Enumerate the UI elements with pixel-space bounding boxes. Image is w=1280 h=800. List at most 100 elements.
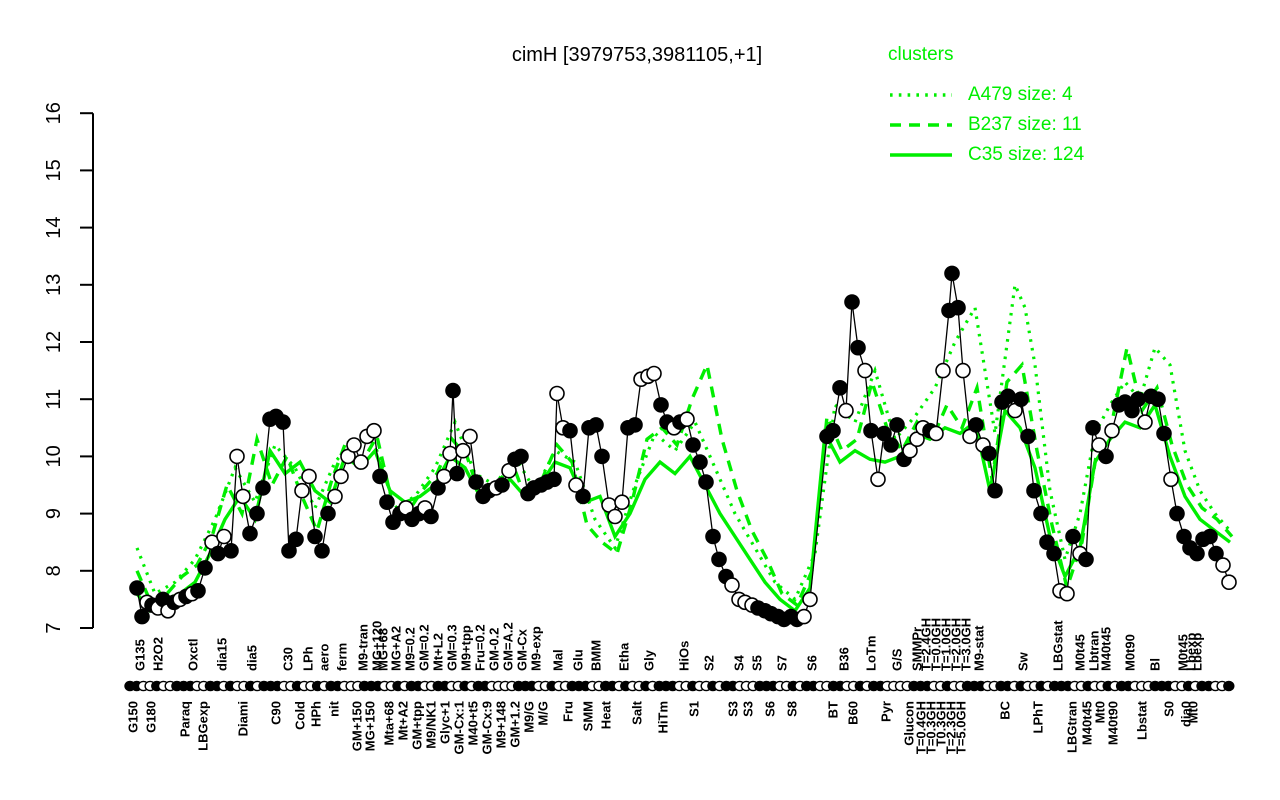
- x-tick-label: Glyc+1: [438, 701, 453, 744]
- x-tick-label: dia5: [245, 645, 260, 671]
- data-point-filled: [1130, 391, 1146, 408]
- x-tick-label: S4: [732, 654, 747, 671]
- x-tick-label: LBGexp: [196, 701, 211, 751]
- x-tick-label: M9-tran: [356, 624, 371, 671]
- x-tick-label: M9-exp: [529, 626, 544, 671]
- data-point-filled: [950, 299, 966, 316]
- x-tick-label: BMM: [589, 640, 604, 671]
- data-point-filled: [594, 448, 610, 465]
- y-tick-label: 7: [43, 622, 65, 633]
- x-tick-label: Lbtran: [1087, 631, 1102, 672]
- data-point-filled: [1013, 391, 1029, 408]
- data-point-open: [607, 508, 623, 525]
- legend-title: clusters: [888, 44, 954, 65]
- data-point-filled: [575, 488, 591, 505]
- x-tick-label: Fru=0.2: [473, 624, 488, 671]
- dashed-line-icon: [890, 123, 952, 127]
- data-point-filled: [698, 474, 714, 490]
- data-point-filled: [825, 422, 841, 439]
- data-point-filled: [588, 417, 604, 433]
- y-tick-label: 16: [43, 102, 65, 124]
- data-point-filled: [653, 397, 669, 413]
- data-point-filled: [1026, 482, 1042, 499]
- x-tick-label: M40t45: [1080, 701, 1095, 745]
- data-point-filled: [449, 465, 465, 482]
- data-point-open: [216, 528, 232, 545]
- x-tick-label: T=0.0GH: [929, 618, 944, 671]
- x-tick-label: GM+tpp: [410, 701, 425, 750]
- data-point-filled: [889, 417, 905, 433]
- data-point-open: [935, 362, 951, 379]
- x-tick-label: ferm: [335, 643, 350, 671]
- x-tick-label: B36: [837, 647, 852, 671]
- data-point-filled: [281, 542, 297, 559]
- data-point-filled: [1189, 545, 1205, 562]
- x-tick-label: G135: [133, 639, 148, 671]
- x-tick-label: M0t90: [1123, 634, 1138, 671]
- x-tick-label: Mt0: [1093, 701, 1108, 723]
- legend-item-a479: A479 size: 4: [888, 80, 1084, 110]
- x-tick-label: S5: [750, 655, 765, 671]
- x-tick-label: LoTm: [864, 636, 879, 671]
- x-tick-label: Heat: [599, 700, 614, 729]
- x-tick-label: T=2.0GH: [949, 618, 964, 671]
- data-point-filled: [546, 471, 562, 488]
- x-tick-label: T=5.0GH: [954, 701, 969, 754]
- x-tick-label: Glu: [571, 649, 586, 671]
- x-tick-label: GM+1.2: [508, 701, 523, 748]
- x-tick-label: C90: [269, 701, 284, 725]
- x-tick-label: T=2.3GH: [944, 701, 959, 754]
- x-tick-label: T0.3GH: [934, 701, 949, 747]
- x-tick-label: G/S: [890, 648, 905, 671]
- data-point-filled: [1085, 419, 1101, 436]
- x-tick-label: Bl: [1148, 658, 1163, 671]
- data-point-filled: [255, 480, 271, 496]
- data-point-open: [455, 442, 471, 459]
- x-tick-label: GM-Cx: [515, 628, 530, 671]
- data-point-filled: [850, 339, 866, 356]
- data-point-open: [1104, 422, 1120, 439]
- data-point-filled: [1156, 425, 1172, 442]
- data-point-open: [928, 425, 944, 442]
- x-tick-label: Paraq: [178, 701, 193, 737]
- data-point-filled: [379, 494, 395, 511]
- legend-label: C35 size: 124: [968, 144, 1085, 165]
- cluster-line-B237: [135, 347, 1234, 608]
- x-tick-label: Lbstat: [1135, 700, 1150, 740]
- data-point-filled: [134, 608, 150, 625]
- x-tick-label: S1: [687, 701, 702, 717]
- y-tick-label: 12: [43, 331, 65, 353]
- x-tick-label: Mt0: [1186, 701, 1201, 723]
- y-tick-label: 13: [43, 274, 65, 296]
- data-point-open: [902, 442, 918, 459]
- x-tick-label: MG+150: [363, 701, 378, 751]
- data-point-filled: [275, 414, 291, 430]
- data-point-filled: [1169, 505, 1185, 522]
- x-tick-label: M40+t5: [466, 701, 481, 745]
- x-tick-label: M9-stat: [972, 625, 987, 671]
- data-point-open: [802, 591, 818, 608]
- data-point-filled: [832, 379, 848, 396]
- x-tick-label: HPh: [309, 701, 324, 727]
- data-point-open: [235, 488, 251, 505]
- data-point-filled: [1020, 428, 1036, 445]
- y-axis: 7 8 9 10 11 12 13 14 15 16: [43, 102, 94, 634]
- data-point-filled: [288, 531, 304, 548]
- y-tick-label: 9: [43, 508, 65, 519]
- data-point-open: [333, 468, 349, 485]
- x-tick-label: LPhT: [1031, 701, 1046, 734]
- x-tick-label: HiTm: [656, 701, 671, 734]
- data-point-filled: [423, 508, 439, 525]
- dotted-line-icon: [890, 93, 952, 97]
- x-tick-label: M9+tpp: [459, 625, 474, 671]
- x-tick-label: Pyr: [879, 701, 894, 722]
- data-point-open: [346, 437, 362, 453]
- x-tick-label: M0t45: [1073, 634, 1088, 671]
- x-tick-label: GM-Cx:1: [452, 701, 467, 754]
- data-point-filled: [863, 422, 879, 439]
- x-tick-label: LBGstat: [1051, 620, 1066, 671]
- strip-point: [1223, 680, 1235, 692]
- x-tick-label: Lbexp: [1190, 633, 1205, 671]
- data-point-open: [857, 362, 873, 379]
- x-tick-label: T=0.3GH: [924, 701, 939, 754]
